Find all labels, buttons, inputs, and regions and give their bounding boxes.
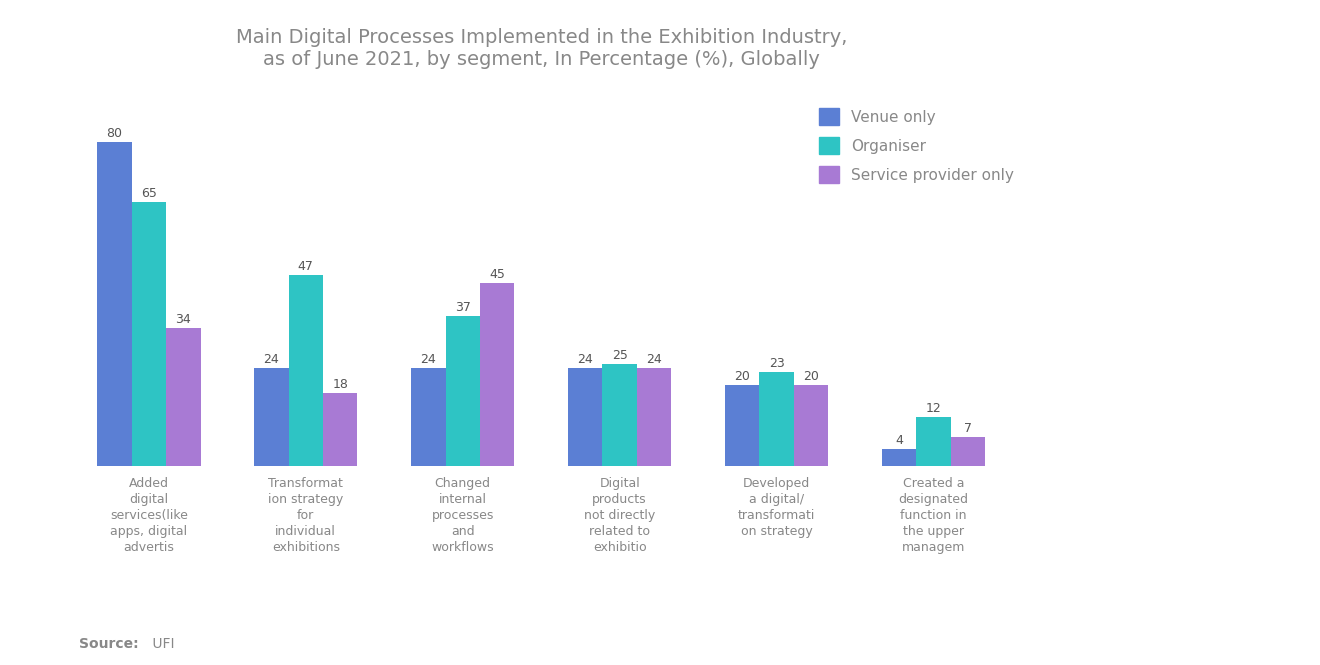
Bar: [568, 368, 602, 465]
Text: 23: 23: [768, 357, 784, 370]
Title: Main Digital Processes Implemented in the Exhibition Industry,
as of June 2021, : Main Digital Processes Implemented in th…: [235, 29, 847, 69]
Bar: [480, 283, 515, 466]
Text: 80: 80: [107, 126, 123, 140]
Text: 34: 34: [176, 313, 191, 326]
Bar: [289, 275, 323, 466]
Bar: [166, 328, 201, 465]
Bar: [446, 316, 480, 466]
Legend: Venue only, Organiser, Service provider only: Venue only, Organiser, Service provider …: [812, 100, 1022, 190]
Text: 12: 12: [925, 402, 941, 415]
Bar: [725, 384, 759, 465]
Text: 24: 24: [577, 353, 593, 366]
Text: 20: 20: [734, 370, 750, 382]
Text: 18: 18: [333, 378, 348, 390]
Text: 25: 25: [611, 349, 627, 362]
Bar: [132, 202, 166, 466]
Text: 4: 4: [895, 434, 903, 448]
Bar: [916, 417, 950, 465]
Bar: [882, 450, 916, 465]
Bar: [636, 368, 672, 465]
Text: 37: 37: [455, 301, 471, 314]
Text: 45: 45: [490, 268, 506, 281]
Text: 47: 47: [298, 260, 314, 273]
Text: Source:: Source:: [79, 637, 139, 652]
Bar: [759, 372, 793, 466]
Text: 7: 7: [964, 422, 972, 435]
Text: 24: 24: [420, 353, 436, 366]
Bar: [602, 364, 636, 465]
Bar: [255, 368, 289, 465]
Text: UFI: UFI: [148, 637, 174, 652]
Text: 20: 20: [803, 370, 818, 382]
Bar: [323, 392, 358, 465]
Text: 65: 65: [141, 188, 157, 200]
Bar: [98, 142, 132, 466]
Bar: [793, 384, 828, 465]
Bar: [950, 437, 985, 466]
Bar: [411, 368, 446, 465]
Text: 24: 24: [264, 353, 280, 366]
Text: 24: 24: [647, 353, 663, 366]
